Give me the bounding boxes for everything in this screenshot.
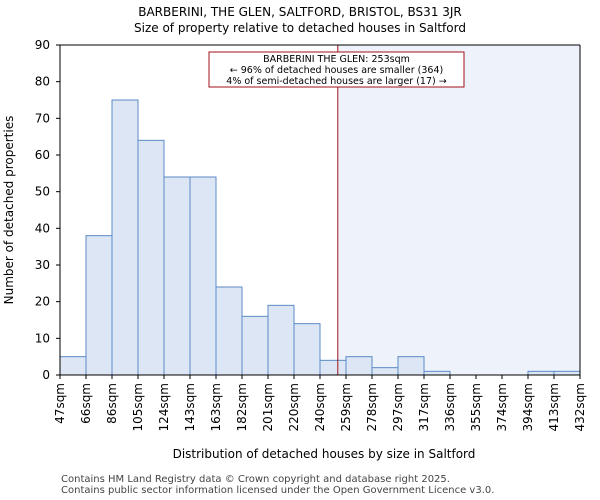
bar: [241, 315, 269, 376]
y-tick-label: 40: [35, 221, 50, 235]
bar: [215, 286, 243, 376]
bar: [85, 235, 113, 376]
y-tick-label: 30: [35, 258, 50, 272]
bar: [59, 356, 87, 376]
x-tick-label: 47sqm: [53, 383, 67, 424]
annotation-line: ← 96% of detached houses are smaller (36…: [230, 65, 443, 76]
bar: [111, 99, 139, 376]
annotation-box: [208, 51, 465, 88]
y-tick-label: 70: [35, 111, 50, 125]
plot-area: 0 10 20 30 40 50 60 70 80 90 47sqm 66sqm 86sqm 105sqm…: [35, 38, 587, 431]
x-tick-label: 220sqm: [287, 383, 301, 431]
y-tick-label: 20: [35, 295, 50, 309]
x-tick-label: 413sqm: [547, 383, 561, 431]
x-tick-label: 105sqm: [131, 383, 145, 431]
chart-subtitle: Size of property relative to detached ho…: [134, 21, 466, 35]
bar: [137, 139, 165, 376]
bar: [371, 367, 399, 376]
x-tick-label: 336sqm: [443, 383, 457, 431]
x-tick-label: 259sqm: [339, 383, 353, 431]
bar: [189, 176, 217, 376]
bar: [345, 356, 373, 376]
footer-licence: Contains public sector information licen…: [61, 485, 495, 496]
bar: [397, 356, 425, 376]
x-tick-label: 355sqm: [469, 383, 483, 431]
y-axis-label: Number of detached properties: [2, 116, 16, 305]
x-tick-label: 374sqm: [495, 383, 509, 431]
x-tick-label: 201sqm: [261, 383, 275, 431]
x-tick-label: 163sqm: [209, 383, 223, 431]
highlight-region: [337, 45, 580, 375]
bar: [527, 370, 555, 376]
x-tick-label: 394sqm: [521, 383, 535, 431]
x-tick-label: 124sqm: [157, 383, 171, 431]
x-axis-label: Distribution of detached houses by size …: [173, 447, 476, 461]
x-tick-label: 86sqm: [105, 383, 119, 424]
x-tick-label: 278sqm: [365, 383, 379, 431]
bar: [267, 304, 295, 376]
y-tick-label: 60: [35, 148, 50, 162]
x-tick-label: 240sqm: [313, 383, 327, 431]
bar: [423, 370, 451, 376]
chart-title: BARBERINI, THE GLEN, SALTFORD, BRISTOL, …: [138, 5, 462, 19]
y-tick-label: 80: [35, 75, 50, 89]
annotation-line: 4% of semi-detached houses are larger (1…: [226, 76, 446, 87]
y-tick-label: 10: [35, 331, 50, 345]
x-tick-label: 432sqm: [573, 383, 587, 431]
x-tick-label: 143sqm: [183, 383, 197, 431]
bar: [293, 323, 321, 376]
bar: [163, 176, 191, 376]
x-tick-label: 182sqm: [235, 383, 249, 431]
y-tick-label: 0: [42, 368, 50, 382]
y-tick-label: 50: [35, 185, 50, 199]
footer-copyright: Contains HM Land Registry data © Crown c…: [61, 474, 450, 485]
x-tick-label: 317sqm: [417, 383, 431, 431]
bar: [553, 370, 581, 376]
x-tick-label: 66sqm: [79, 383, 93, 424]
x-tick-label: 297sqm: [391, 383, 405, 431]
bar: [319, 359, 347, 376]
annotation-line: BARBERINI THE GLEN: 253sqm: [263, 54, 410, 65]
y-tick-label: 90: [35, 38, 50, 52]
